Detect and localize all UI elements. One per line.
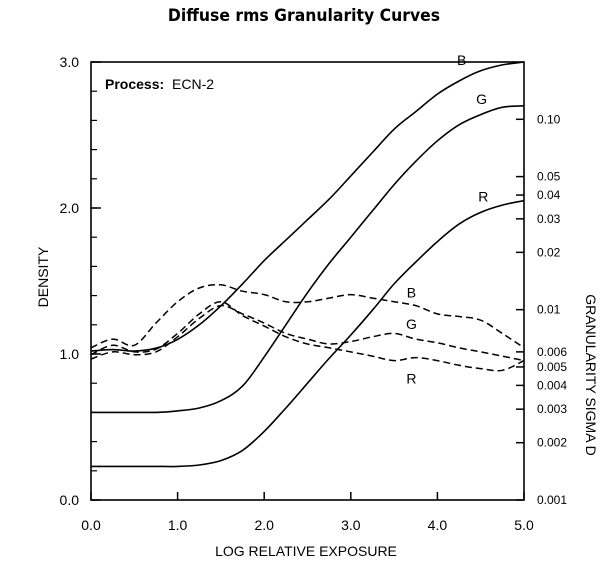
x-tick-label: 2.0 [254,517,274,533]
granularity-label-b: B [407,285,416,301]
granularity-label-r: R [406,371,416,387]
x-tick-label: 4.0 [428,517,448,533]
y2-tick-label: 0.003 [537,402,567,416]
y2-tick-label: 0.03 [537,212,561,226]
x-tick-label: 3.0 [341,517,361,533]
y2-axis-label: GRANULARITY SIGMA D [583,294,599,456]
x-tick-label: 1.0 [168,517,188,533]
y2-tick-label: 0.006 [537,345,567,359]
y-tick-label: 1.0 [60,346,80,362]
chart-title: Diffuse rms Granularity Curves [167,6,441,26]
y2-tick-label: 0.02 [537,245,561,259]
y-axis-label: DENSITY [35,246,51,307]
y-axis-ticks: 0.0 1.0 2.0 3.0 [60,54,101,508]
density-label-r: R [478,188,488,204]
y2-tick-label: 0.10 [537,112,561,126]
y2-tick-label: 0.05 [537,170,561,184]
process-annotation: Process: ECN-2 [105,76,214,92]
granularity-curve-b [90,283,525,349]
plot-frame [90,61,525,501]
y2-tick-label: 0.04 [537,188,561,202]
plot-border [90,61,525,501]
density-label-b: B [457,52,466,68]
y2-tick-label: 0.005 [537,360,567,374]
x-tick-label: 0.0 [81,517,101,533]
y2-tick-label: 0.002 [537,436,567,450]
density-curve-g [90,105,525,414]
density-curve-b [90,61,525,352]
x-axis-ticks: 0.0 1.0 2.0 3.0 4.0 5.0 [81,492,534,533]
granularity-curve-r [90,301,525,372]
y-tick-label: 3.0 [60,54,80,70]
granularity-label-g: G [406,316,417,332]
y-tick-label: 2.0 [60,200,80,216]
y-tick-label: 0.0 [60,492,80,508]
granularity-curve-g [90,304,525,362]
process-label: Process: [105,76,164,92]
x-axis-label: LOG RELATIVE EXPOSURE [215,543,397,559]
x-tick-label: 5.0 [514,517,534,533]
density-curve-r [90,199,525,468]
density-label-g: G [476,91,487,107]
y2-tick-label: 0.004 [537,378,567,392]
y2-tick-label: 0.01 [537,303,561,317]
series-group [90,61,525,468]
process-value: ECN-2 [172,76,214,92]
y2-tick-label: 0.001 [537,493,567,507]
